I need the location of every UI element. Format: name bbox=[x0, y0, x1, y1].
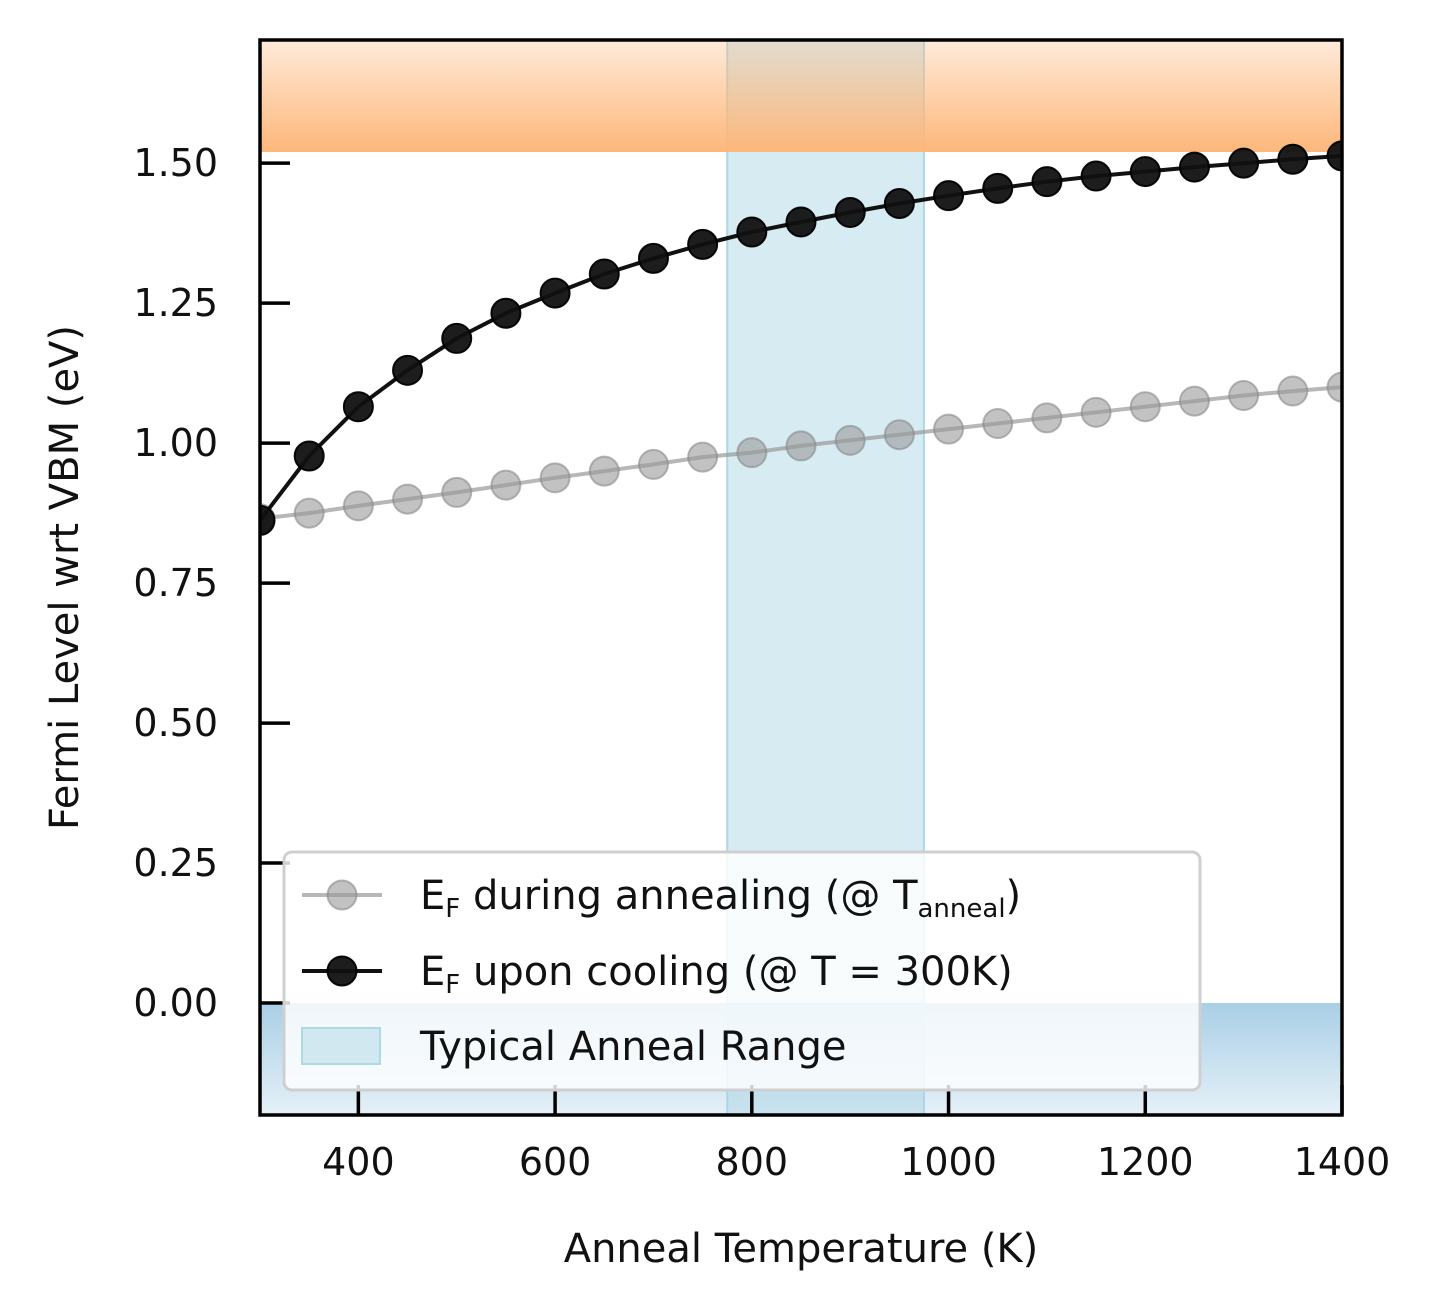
series-0-point bbox=[342, 490, 374, 522]
series-0-point bbox=[834, 424, 866, 456]
series-0-point bbox=[1228, 380, 1260, 412]
x-tick-label: 600 bbox=[519, 1140, 592, 1184]
y-tick-label: 0.50 bbox=[133, 701, 218, 745]
series-0-point bbox=[637, 448, 669, 480]
series-1-point bbox=[293, 440, 325, 472]
series-0-point bbox=[392, 483, 424, 515]
series-1-point bbox=[982, 172, 1014, 204]
series-1-point bbox=[392, 354, 424, 386]
series-1-point bbox=[441, 322, 473, 354]
series-1-point bbox=[1080, 160, 1112, 192]
series-1-point bbox=[687, 228, 719, 260]
legend-label-0: EF during annealing (@ Tanneal) bbox=[420, 873, 1021, 924]
series-1-point bbox=[539, 277, 571, 309]
legend-marker-0 bbox=[326, 879, 358, 911]
series-0-point bbox=[785, 430, 817, 462]
series-1-point bbox=[490, 297, 522, 329]
series-1-point bbox=[834, 196, 866, 228]
conduction-band bbox=[260, 40, 1342, 152]
series-0-point bbox=[441, 476, 473, 508]
series-1-point bbox=[1031, 166, 1063, 198]
legend-label-1: EF upon cooling (@ T = 300K) bbox=[420, 949, 1013, 1000]
series-1-point bbox=[342, 391, 374, 423]
y-tick-label: 0.75 bbox=[133, 561, 218, 605]
series-1-point bbox=[1178, 151, 1210, 183]
series-1-point bbox=[736, 216, 768, 248]
legend-label-band: Typical Anneal Range bbox=[419, 1024, 847, 1070]
y-tick-label: 1.00 bbox=[133, 421, 218, 465]
series-0-point bbox=[293, 497, 325, 529]
legend: EF during annealing (@ Tanneal) EF upon c… bbox=[282, 850, 1202, 1092]
ticks-layer: 400 600 800 1000 1200 1400 0.00 0.25 0.50 0.75 1.0… bbox=[133, 141, 1390, 1184]
series-1-point bbox=[637, 242, 669, 274]
series-1-point bbox=[1277, 143, 1309, 175]
x-axis-label: Anneal Temperature (K) bbox=[564, 1226, 1039, 1272]
series-0-point bbox=[490, 469, 522, 501]
legend-marker-1 bbox=[326, 955, 358, 987]
legend-band-swatch bbox=[301, 1027, 381, 1065]
x-tick-label: 1400 bbox=[1294, 1140, 1391, 1184]
series-0-point bbox=[1080, 396, 1112, 428]
series-1-point bbox=[260, 504, 276, 536]
series-0-point bbox=[687, 441, 719, 473]
series-0-point bbox=[933, 413, 965, 445]
y-tick-label: 0.00 bbox=[133, 981, 218, 1025]
series-1-point bbox=[883, 187, 915, 219]
series-0-point bbox=[1129, 391, 1161, 423]
series-1-point bbox=[1326, 140, 1342, 172]
x-tick-label: 800 bbox=[716, 1140, 789, 1184]
legend-box bbox=[282, 850, 1202, 1092]
y-tick-label: 1.50 bbox=[133, 141, 218, 185]
x-tick-label: 1000 bbox=[900, 1140, 997, 1184]
series-layer bbox=[260, 140, 1342, 536]
series-0-point bbox=[1178, 385, 1210, 417]
series-0-point bbox=[736, 437, 768, 469]
series-1-point bbox=[933, 180, 965, 212]
x-tick-label: 400 bbox=[322, 1140, 395, 1184]
series-0-point bbox=[1326, 371, 1342, 403]
y-tick-label: 1.25 bbox=[133, 281, 218, 325]
series-1-point bbox=[588, 258, 620, 290]
series-0-point bbox=[982, 408, 1014, 440]
y-tick-label: 0.25 bbox=[133, 841, 218, 885]
x-tick-label: 1200 bbox=[1097, 1140, 1194, 1184]
y-axis-label: Fermi Level wrt VBM (eV) bbox=[42, 325, 88, 830]
series-1-point bbox=[1228, 147, 1260, 179]
series-0-point bbox=[588, 455, 620, 487]
series-1-point bbox=[1129, 156, 1161, 188]
plot-frame bbox=[258, 38, 1344, 1117]
series-0-point bbox=[539, 462, 571, 494]
series-0-point bbox=[1031, 402, 1063, 434]
series-0-point bbox=[883, 419, 915, 451]
series-0-point bbox=[1277, 375, 1309, 407]
series-1-point bbox=[785, 206, 817, 238]
